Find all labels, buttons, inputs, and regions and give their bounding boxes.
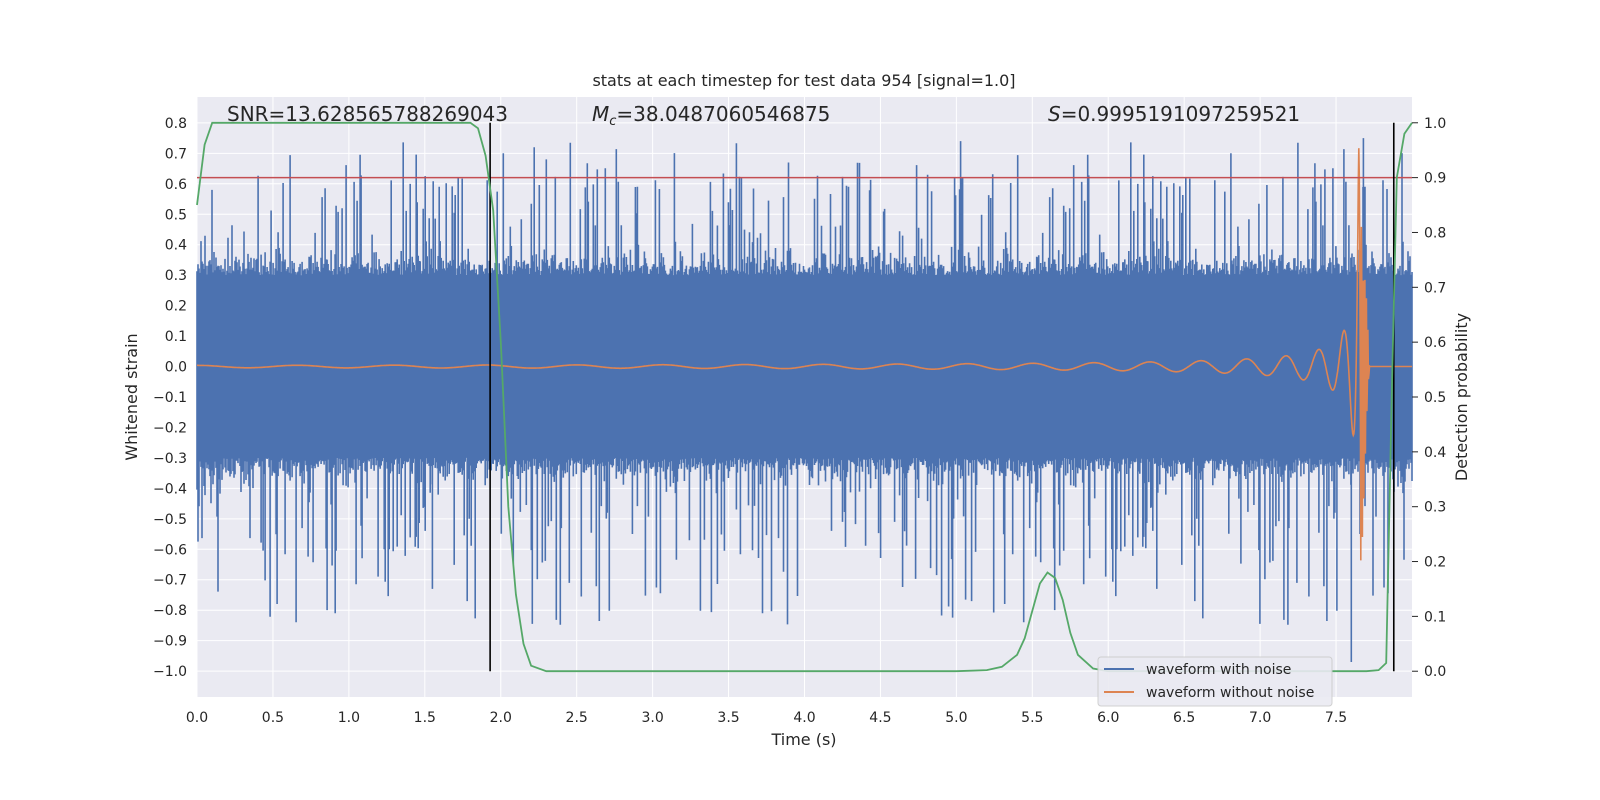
y2-tick-label: 0.1 (1424, 609, 1446, 625)
y-tick-label: −0.4 (153, 481, 187, 497)
statistic-annotation: S=0.9995191097259521 (1048, 102, 1300, 126)
x-tick-label: 2.5 (566, 710, 588, 726)
chirp-mass-annotation: Mc=38.0487060546875 (592, 102, 830, 129)
x-tick-label: 4.0 (793, 710, 815, 726)
y-tick-label: 0.4 (165, 238, 187, 254)
x-axis-label: Time (s) (770, 730, 836, 749)
legend-label-clean: waveform without noise (1146, 685, 1314, 701)
left-axis: 0.8 0.7 0.6 0.5 0.4 0.3 0.2 0.1 0.0 −0.1 −0.2 −0.3 −… (153, 116, 187, 680)
y2-tick-label: 0.5 (1424, 390, 1446, 406)
x-tick-label: 1.5 (414, 710, 436, 726)
y-tick-label: 0.8 (165, 116, 187, 132)
x-tick-label: 1.0 (338, 710, 360, 726)
legend-label-noisy: waveform with noise (1146, 662, 1291, 678)
y-tick-label: −1.0 (153, 664, 187, 680)
x-tick-label: 7.5 (1325, 710, 1347, 726)
chirp-mass-subscript: c (609, 114, 616, 129)
right-axis: 1.0 0.9 0.8 0.7 0.6 0.5 0.4 0.3 0.2 0.1 0.0 (1412, 116, 1446, 680)
x-axis: 0.0 0.5 1.0 1.5 2.0 2.5 3.0 3.5 4.0 4.5 5.0 5.5 6.0 6… (186, 710, 1347, 726)
x-tick-label: 3.5 (717, 710, 739, 726)
x-tick-label: 7.0 (1249, 710, 1271, 726)
y-tick-label: 0.6 (165, 177, 187, 193)
y-tick-label: −0.8 (153, 603, 187, 619)
y-tick-label: 0.7 (165, 146, 187, 162)
detection-probability-line (196, 121, 1413, 673)
clean-waveform-line (197, 148, 1412, 561)
y2-tick-label: 1.0 (1424, 116, 1446, 132)
overlays (196, 121, 1413, 673)
y2-axis-label: Detection probability (1452, 313, 1471, 481)
y-tick-label: 0.5 (165, 207, 187, 223)
y-tick-label: −0.6 (153, 542, 187, 558)
y-tick-label: −0.5 (153, 512, 187, 528)
legend: waveform with noise waveform without noi… (1097, 656, 1333, 707)
y-tick-label: 0.1 (165, 329, 187, 345)
statistic-symbol: S (1048, 102, 1061, 126)
chart-title: stats at each timestep for test data 954… (592, 71, 1015, 90)
y2-tick-label: 0.9 (1424, 171, 1446, 187)
y-axis-label: Whitened strain (122, 333, 141, 460)
y-tick-label: −0.9 (153, 634, 187, 650)
series-waveform-without-noise (197, 148, 1412, 561)
statistic-value: =0.9995191097259521 (1061, 102, 1300, 126)
y2-tick-label: 0.3 (1424, 500, 1446, 516)
y2-tick-label: 0.6 (1424, 335, 1446, 351)
y-tick-label: −0.2 (153, 420, 187, 436)
chirp-mass-symbol: M (592, 102, 609, 126)
y2-tick-label: 0.8 (1424, 225, 1446, 241)
y-tick-label: 0.3 (165, 268, 187, 284)
x-tick-label: 0.0 (186, 710, 208, 726)
x-tick-label: 6.5 (1173, 710, 1195, 726)
x-tick-label: 3.0 (641, 710, 663, 726)
x-tick-label: 5.5 (1021, 710, 1043, 726)
series-waveform-with-noise (196, 138, 1413, 662)
y-tick-label: −0.7 (153, 573, 187, 589)
y2-tick-label: 0.0 (1424, 664, 1446, 680)
y2-tick-label: 0.4 (1424, 445, 1446, 461)
y2-tick-label: 0.7 (1424, 280, 1446, 296)
x-tick-label: 0.5 (262, 710, 284, 726)
noisy-waveform-line (196, 138, 1413, 662)
x-tick-label: 5.0 (945, 710, 967, 726)
x-tick-label: 6.0 (1097, 710, 1119, 726)
y-tick-label: −0.1 (153, 390, 187, 406)
legend-box (1097, 656, 1333, 707)
chirp-mass-value: =38.0487060546875 (616, 102, 830, 126)
x-tick-label: 4.5 (869, 710, 891, 726)
y-tick-label: 0.2 (165, 299, 187, 315)
y-tick-label: −0.3 (153, 451, 187, 467)
y2-tick-label: 0.2 (1424, 555, 1446, 571)
x-tick-label: 2.0 (490, 710, 512, 726)
snr-annotation: SNR=13.628565788269043 (227, 102, 508, 126)
y-tick-label: 0.0 (165, 360, 187, 376)
